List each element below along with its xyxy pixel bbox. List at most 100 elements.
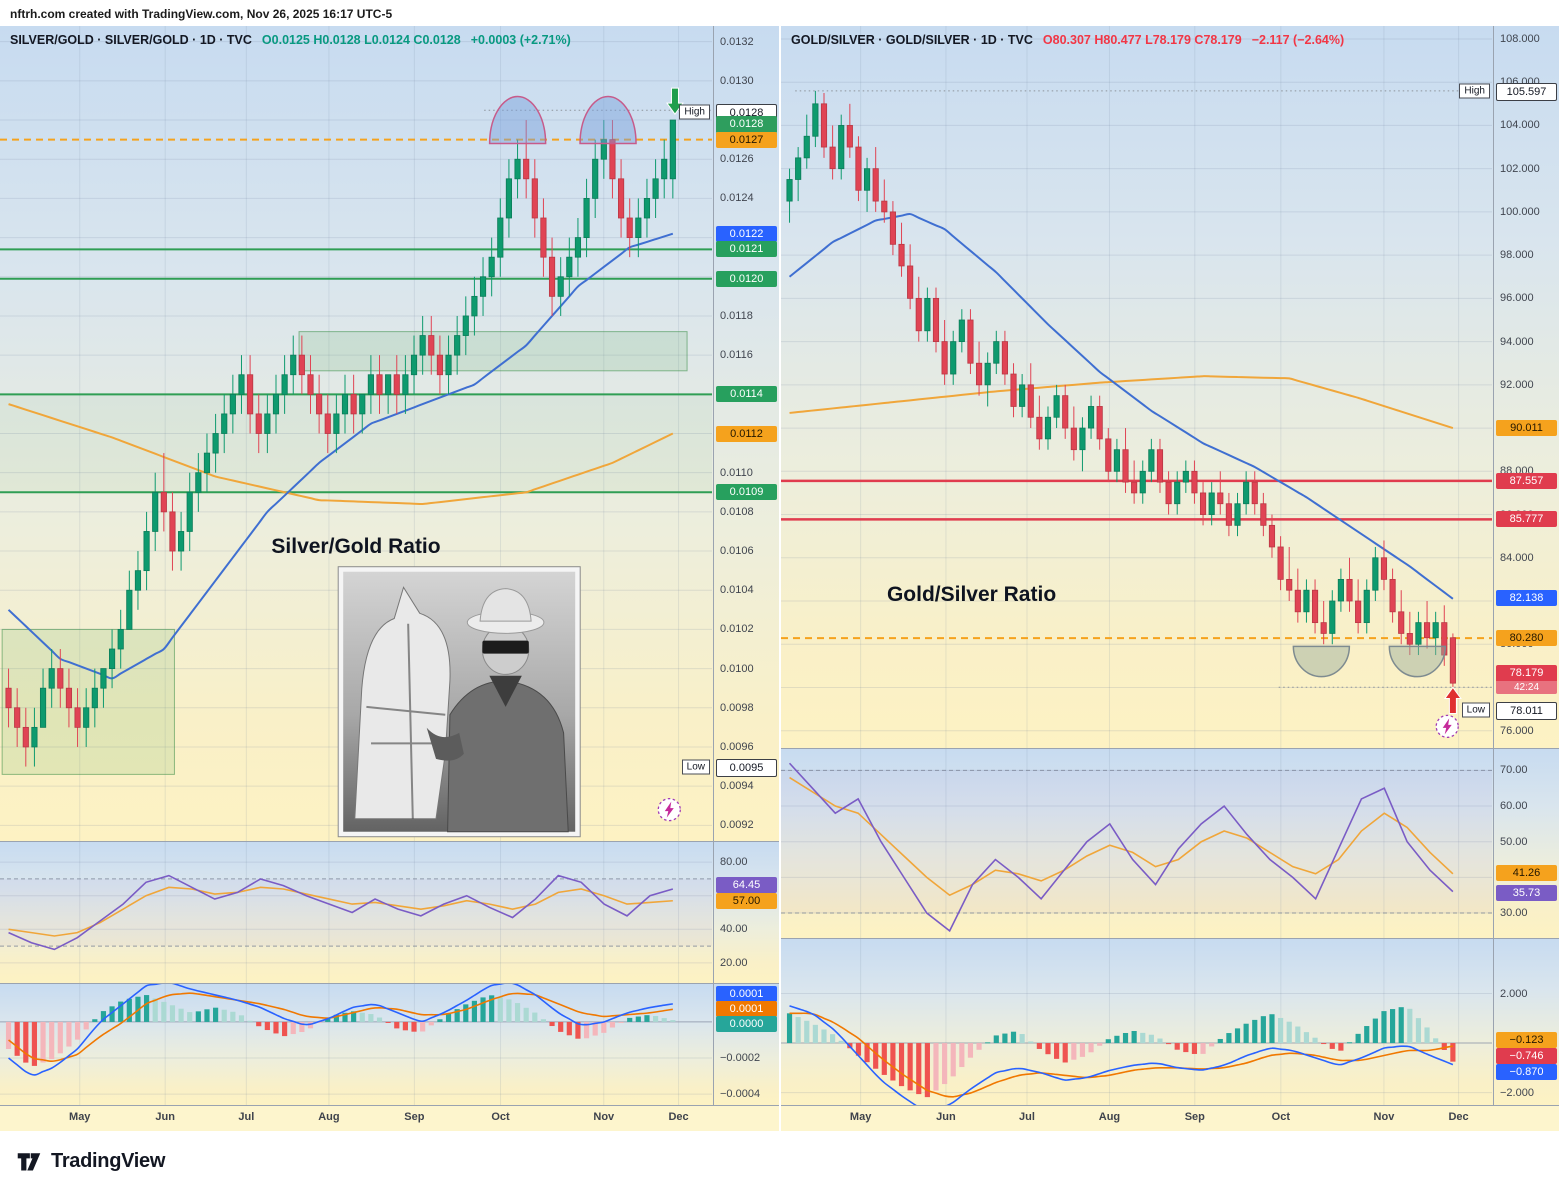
scale-tick: 0.0106 — [720, 545, 754, 558]
price-badge: 0.0112 — [716, 425, 777, 442]
price-badge: 0.0122 — [716, 225, 777, 242]
scale-tick: 0.0118 — [720, 309, 753, 322]
tradingview-logo-icon[interactable] — [16, 1148, 42, 1174]
chart-legend: GOLD/SILVER · GOLD/SILVER · 1D · TVC O80… — [791, 33, 1344, 47]
scale-tick: 0.0102 — [720, 623, 754, 636]
high-arrow-icon — [665, 87, 684, 116]
scale-tick: 76.000 — [1500, 724, 1534, 737]
month-label: Aug — [318, 1111, 340, 1123]
change-value: +0.0003 (+2.71%) — [470, 33, 571, 47]
month-label: Dec — [1448, 1111, 1469, 1123]
ma-fast-line — [788, 213, 1454, 600]
price-badge: 82.138 — [1496, 590, 1557, 607]
price-badge: 0.0120 — [716, 270, 777, 287]
charts-container: SILVER/GOLD · SILVER/GOLD · 1D · TVC O0.… — [0, 26, 1559, 1131]
footer: TradingView — [0, 1131, 1559, 1191]
price-badge: 0.0121 — [716, 241, 777, 258]
price-plot[interactable]: Gold/Silver Ratio High Low — [781, 26, 1493, 748]
time-axis[interactable]: May Jun Jul Aug Sep Oct Nov Dec — [781, 1105, 1559, 1131]
scale-tick: 108.000 — [1500, 32, 1540, 45]
rsi-plot[interactable] — [781, 749, 1493, 938]
month-label: Nov — [1373, 1111, 1395, 1123]
month-label: Aug — [1098, 1111, 1121, 1123]
scale-tick: 102.000 — [1500, 162, 1540, 175]
scale-tick: 84.000 — [1500, 551, 1534, 564]
bowl-annotation — [1388, 645, 1447, 678]
scale-tick: −0.0004 — [720, 1088, 761, 1101]
price-pane: Silver/Gold Ratio High Low 0.0132 0.0130 0.0… — [0, 26, 779, 841]
tradingview-brand[interactable]: TradingView — [51, 1149, 166, 1172]
month-label: Sep — [1184, 1111, 1205, 1123]
macd-signal-line — [8, 992, 673, 1063]
scale-tick: 0.0108 — [720, 505, 754, 518]
scale-tick: 0.0110 — [720, 466, 753, 479]
macd-plot[interactable] — [781, 939, 1493, 1105]
price-scale[interactable]: 0.01320.01300.01280.01260.01240.01220.01… — [713, 26, 779, 841]
price-badge: 35.73 — [1496, 884, 1557, 901]
rsi-ma-line — [8, 886, 673, 937]
month-label: Oct — [1271, 1111, 1290, 1123]
bowl-annotation — [1292, 645, 1351, 678]
scale-tick: 98.000 — [1500, 249, 1534, 262]
scale-tick: 0.0104 — [720, 584, 754, 597]
time-axis[interactable]: May Jun Jul Aug Sep Oct Nov Dec — [0, 1105, 779, 1131]
macd-histogram — [786, 1007, 1456, 1098]
macd-scale[interactable]: 2.000 −2.000 −0.123 −0.746 −0.870 — [1493, 939, 1559, 1105]
dome-annotation — [488, 95, 547, 145]
scale-tick: 0.0132 — [720, 35, 754, 48]
scale-tick: 60.00 — [1500, 800, 1528, 813]
rsi-plot[interactable] — [0, 842, 713, 983]
scale-tick: 0.0100 — [720, 662, 754, 675]
month-label: Oct — [491, 1111, 510, 1123]
price-plot[interactable]: Silver/Gold Ratio High Low — [0, 26, 713, 841]
symbol-title[interactable]: SILVER/GOLD · SILVER/GOLD · 1D · TVC — [10, 33, 252, 47]
month-label: Jun — [936, 1111, 956, 1123]
scale-tick: 96.000 — [1500, 292, 1534, 305]
scale-tick: 94.000 — [1500, 335, 1534, 348]
price-badge: 0.0000 — [716, 1015, 777, 1032]
scale-tick: 20.00 — [720, 956, 748, 969]
scale-tick: 30.00 — [1500, 907, 1528, 920]
macd-scale[interactable]: −0.0002 −0.0004 0.0001 0.0001 0.0000 — [713, 984, 779, 1105]
symbol-title[interactable]: GOLD/SILVER · GOLD/SILVER · 1D · TVC — [791, 33, 1033, 47]
candles — [5, 119, 676, 767]
change-value: −2.117 (−2.64%) — [1251, 33, 1345, 47]
price-badge: 90.011 — [1496, 419, 1557, 436]
macd-plot[interactable] — [0, 984, 713, 1105]
month-label: May — [849, 1111, 872, 1123]
ohlc-values: O80.307 H80.477 L78.179 C78.179 — [1042, 33, 1242, 47]
ma-slow-line — [789, 375, 1454, 430]
ma-slow-line — [8, 403, 674, 506]
scale-tick: 0.0126 — [720, 153, 754, 166]
price-badge: 78.011 — [1496, 702, 1557, 721]
scale-tick: 70.00 — [1500, 764, 1528, 777]
chart-gold-silver: GOLD/SILVER · GOLD/SILVER · 1D · TVC O80… — [781, 26, 1559, 1131]
price-badge: 80.280 — [1496, 630, 1557, 647]
price-badge: 85.777 — [1496, 511, 1557, 528]
month-label: May — [69, 1111, 91, 1123]
ma-fast-line — [7, 232, 674, 680]
scale-tick: 0.0096 — [720, 740, 754, 753]
price-badge: 0.0127 — [716, 131, 777, 148]
price-badge: 57.00 — [716, 892, 777, 909]
scale-tick: −2.000 — [1500, 1086, 1534, 1099]
month-label: Jun — [155, 1111, 175, 1123]
macd-line — [8, 984, 673, 1076]
scale-tick: 50.00 — [1500, 835, 1528, 848]
macd-histogram — [5, 995, 676, 1066]
month-label: Nov — [593, 1111, 615, 1123]
month-label: Sep — [404, 1111, 425, 1123]
zone-box — [1, 628, 175, 775]
macd-signal-line — [789, 1012, 1454, 1098]
scale-tick: 0.0092 — [720, 819, 754, 832]
price-scale[interactable]: 108.000106.000104.000102.000100.00098.00… — [1493, 26, 1559, 748]
scale-tick: 2.000 — [1500, 987, 1528, 1000]
price-badge: 0.0001 — [716, 985, 777, 1002]
price-badge: 64.45 — [716, 876, 777, 893]
lone-ranger-photo — [337, 566, 581, 838]
dome-annotation — [579, 95, 637, 145]
